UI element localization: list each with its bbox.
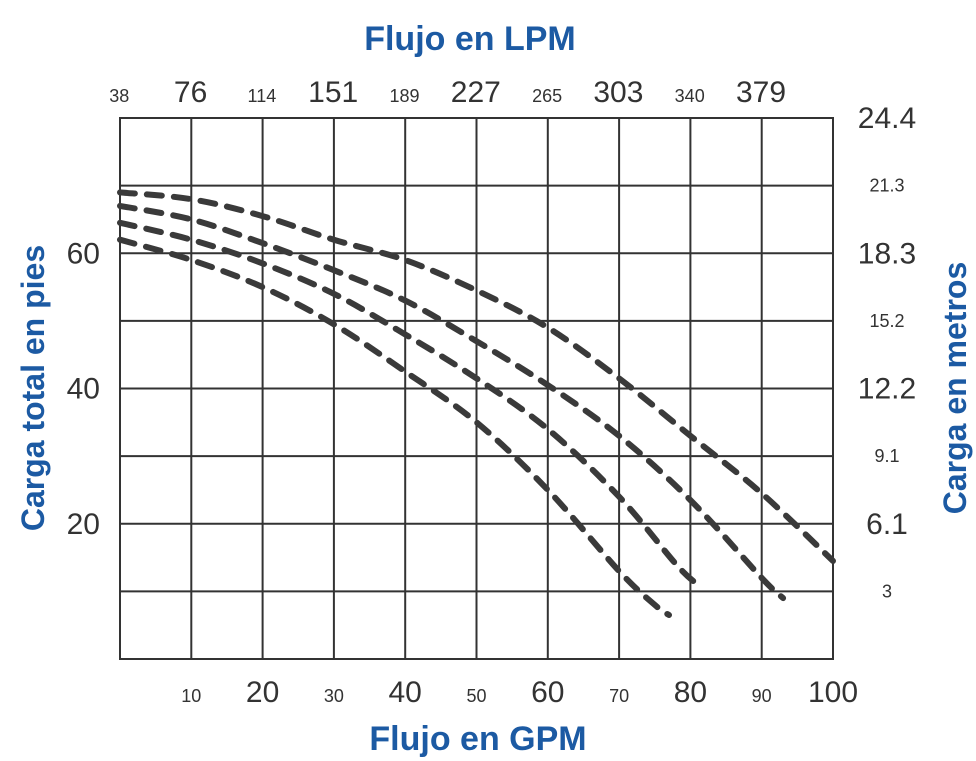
right-tick-label: 6.1 <box>866 508 908 541</box>
bottom-tick-label: 80 <box>674 676 707 709</box>
right-tick-label: 3 <box>882 581 892 601</box>
top-tick-label: 114 <box>248 86 277 106</box>
bottom-tick-label: 40 <box>389 676 422 709</box>
pump-curve-3 <box>117 202 787 602</box>
right-axis-title: Carga en metros <box>937 262 973 515</box>
bottom-tick-label: 10 <box>181 686 201 706</box>
top-axis-title: Flujo en LPM <box>364 20 576 58</box>
top-tick-label: 379 <box>736 76 786 109</box>
right-tick-label: 21.3 <box>869 176 904 196</box>
right-tick-label: 9.1 <box>874 446 899 466</box>
pump-curve-2 <box>117 219 701 588</box>
curves <box>117 189 836 618</box>
bottom-tick-label: 50 <box>466 686 486 706</box>
top-tick-label: 151 <box>308 76 358 109</box>
right-tick-label: 18.3 <box>858 237 916 270</box>
top-tick-label: 76 <box>174 76 207 109</box>
left-axis-title: Carga total en pies <box>15 245 51 531</box>
right-tick-label: 15.2 <box>869 311 904 331</box>
plot-frame <box>119 117 834 660</box>
bottom-tick-label: 90 <box>752 686 772 706</box>
right-tick-label: 24.4 <box>858 102 916 135</box>
bottom-tick-label: 30 <box>324 686 344 706</box>
top-tick-label: 189 <box>389 86 419 106</box>
top-tick-label: 38 <box>109 86 129 106</box>
grid <box>120 118 833 659</box>
top-tick-label: 227 <box>451 76 501 109</box>
left-tick-label: 40 <box>67 373 100 406</box>
left-tick-label: 20 <box>67 508 100 541</box>
top-tick-label: 340 <box>675 86 705 106</box>
right-tick-label: 12.2 <box>858 373 916 406</box>
top-tick-label: 303 <box>593 76 643 109</box>
top-tick-label: 265 <box>532 86 562 106</box>
tick-labels: 10 20 30 40 50 60 70 80 90 100 38 76 114 151 189 227 265… <box>67 76 917 709</box>
pump-curve-4 <box>117 189 836 564</box>
left-tick-label: 60 <box>67 237 100 270</box>
bottom-tick-label: 100 <box>808 676 858 709</box>
bottom-tick-label: 20 <box>246 676 279 709</box>
bottom-tick-label: 70 <box>609 686 629 706</box>
bottom-tick-label: 60 <box>531 676 564 709</box>
bottom-axis-title: Flujo en GPM <box>369 720 586 758</box>
pump-curve-1 <box>117 236 672 618</box>
